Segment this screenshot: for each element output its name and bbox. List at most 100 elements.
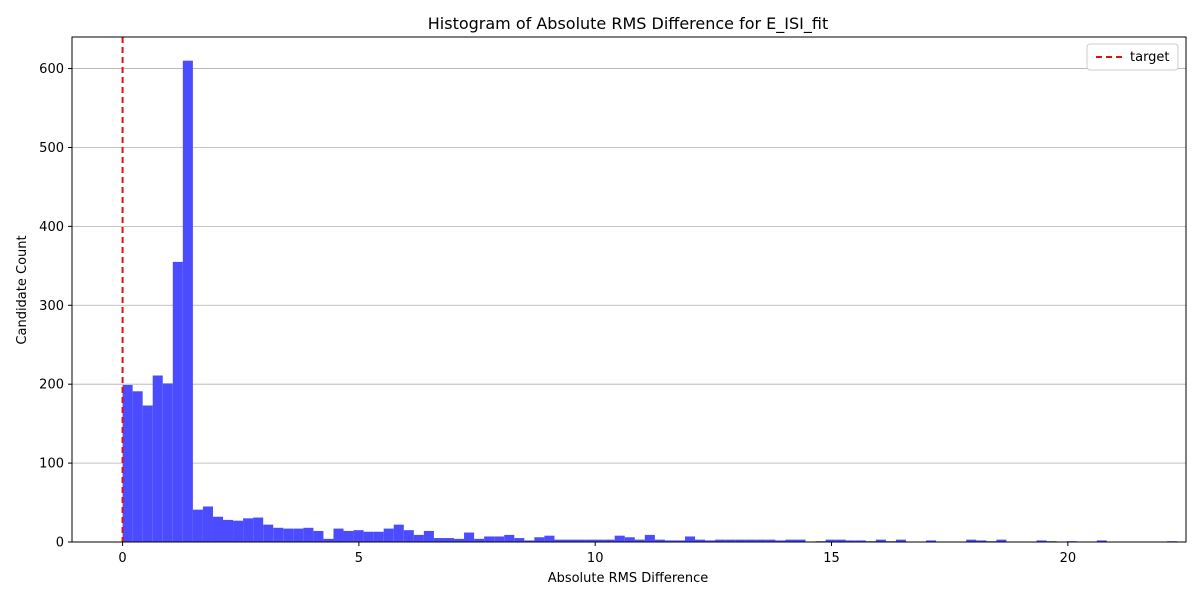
histogram-bar (223, 519, 234, 542)
histogram-bar (243, 518, 254, 542)
histogram-bar (825, 539, 836, 542)
histogram-bar (715, 539, 726, 542)
histogram-bar (202, 506, 213, 542)
histogram-bar (624, 537, 635, 542)
histogram-bar (233, 520, 244, 542)
histogram-bar (313, 530, 324, 542)
x-tick-label: 15 (823, 551, 840, 566)
chart-title: Histogram of Absolute RMS Difference for… (428, 14, 828, 34)
plot-area-frame (71, 36, 1187, 543)
histogram-bar (524, 540, 535, 542)
histogram-bar (162, 383, 173, 542)
x-tick-label: 0 (118, 551, 126, 566)
histogram-bar (403, 530, 414, 542)
histogram-bars (122, 60, 1178, 542)
histogram-bar (725, 539, 736, 542)
histogram-bar (664, 540, 675, 542)
x-tick-label: 20 (1060, 551, 1077, 566)
histogram-bar (333, 528, 344, 542)
histogram-bar (594, 539, 605, 542)
histogram-bar (835, 539, 846, 542)
y-tick-label: 500 (39, 141, 64, 156)
histogram-bar (775, 540, 786, 542)
histogram-bar (122, 384, 133, 542)
histogram-bar (695, 539, 706, 542)
histogram-bar (996, 539, 1007, 542)
y-tick-label: 400 (39, 220, 64, 235)
histogram-bar (343, 530, 354, 542)
histogram-bar (895, 539, 906, 542)
histogram-bar (192, 509, 203, 542)
histogram-bar (554, 539, 565, 542)
histogram-bar (845, 540, 856, 542)
histogram-bar (1036, 540, 1047, 542)
grid-lines (72, 68, 1186, 464)
histogram-bar (152, 375, 163, 542)
histogram-bar (855, 540, 866, 542)
histogram-bar (674, 540, 686, 542)
histogram-bar (283, 528, 294, 542)
histogram-bar (705, 540, 716, 542)
histogram-bar (745, 539, 756, 542)
histogram-bar (484, 536, 495, 542)
histogram-bar (433, 538, 444, 542)
y-axis-ticks: 0 100 200 300 400 500 600 (39, 62, 72, 551)
histogram-bar (293, 528, 304, 542)
histogram-bar (303, 527, 314, 542)
histogram-bar (212, 516, 224, 542)
legend-box (1086, 43, 1179, 71)
histogram-bar (614, 535, 625, 542)
histogram-bar (644, 534, 655, 542)
y-tick-label: 600 (39, 62, 64, 77)
histogram-bar (564, 539, 575, 542)
y-tick-label: 200 (39, 378, 64, 393)
x-tick-label: 5 (355, 551, 363, 566)
histogram-bar (474, 538, 485, 542)
histogram-bar (253, 517, 264, 542)
histogram-bar (1096, 540, 1107, 542)
histogram-bar (494, 536, 505, 542)
histogram-bar (544, 535, 555, 542)
histogram-bar (132, 391, 143, 542)
histogram-bar (534, 537, 545, 542)
histogram-bar (273, 527, 284, 542)
histogram-bar (454, 538, 465, 542)
histogram-bar (172, 261, 183, 542)
histogram-bar (323, 538, 334, 542)
x-tick-label: 10 (587, 551, 604, 566)
histogram-bar (755, 539, 766, 542)
histogram-bar (685, 536, 696, 542)
histogram-bar (373, 531, 384, 542)
histogram-bar (353, 530, 364, 542)
histogram-bar (263, 524, 274, 542)
histogram-bar (464, 532, 475, 542)
histogram-bar (504, 534, 515, 542)
histogram-bar (966, 539, 977, 542)
histogram-bar (654, 539, 665, 542)
y-axis-label: Candidate Count (15, 235, 30, 344)
histogram-bar (634, 539, 645, 542)
histogram-bar (363, 531, 374, 542)
y-tick-label: 100 (39, 457, 64, 472)
histogram-bar (574, 539, 585, 542)
y-tick-label: 0 (56, 536, 64, 551)
histogram-bar (182, 60, 193, 542)
y-tick-label: 300 (39, 299, 64, 314)
histogram-bar (604, 539, 615, 542)
x-axis-ticks: 0 5 10 15 20 (118, 542, 1076, 566)
histogram-bar (765, 539, 776, 542)
histogram-bar (423, 530, 434, 542)
histogram-bar (795, 539, 806, 542)
histogram-bar (785, 539, 796, 542)
histogram-bar (584, 539, 595, 542)
histogram-bar (926, 540, 937, 542)
histogram-bar (976, 540, 987, 542)
histogram-bar (875, 539, 886, 542)
legend: target (1086, 43, 1179, 71)
histogram-bar (443, 538, 455, 542)
x-axis-label: Absolute RMS Difference (548, 571, 709, 586)
histogram-bar (142, 405, 153, 542)
histogram-bar (393, 524, 404, 542)
legend-target-label: target (1130, 50, 1170, 65)
